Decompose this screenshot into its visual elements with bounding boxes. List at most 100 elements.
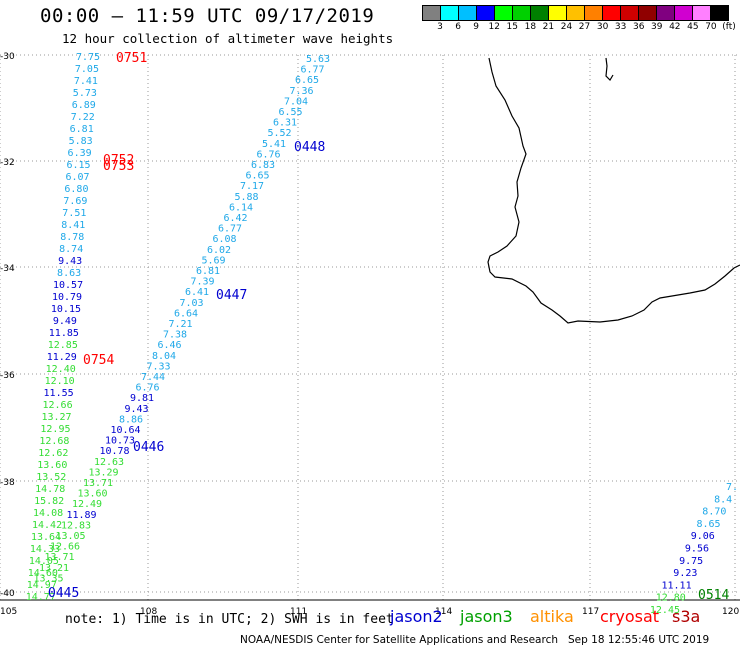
legend-swatch	[711, 6, 728, 20]
swh-reading: 6.07	[65, 172, 89, 183]
swh-reading: 12.40	[46, 364, 76, 375]
swh-reading: 5.73	[73, 88, 97, 99]
legend-label: 18	[524, 22, 537, 32]
legend-label: 39	[651, 22, 663, 32]
swh-reading: 13.35	[33, 573, 63, 584]
legend-label: 33	[614, 22, 627, 32]
lat-label: -30	[0, 52, 15, 62]
legend-swatch	[549, 6, 567, 20]
swh-reading: 9.06	[691, 531, 715, 542]
axis-labels: -30 -32 -34 -36 -38 -40 105 108 111 114 117 120	[0, 52, 739, 617]
legend-label: 24	[560, 22, 573, 32]
legend-swatch	[513, 6, 531, 20]
swh-reading: 6.76	[135, 383, 159, 394]
pass-time-label: 0447	[216, 288, 247, 303]
australia-coastline	[487, 57, 740, 324]
swh-reading: 11.55	[44, 388, 74, 399]
lon-label: 117	[582, 607, 599, 617]
swh-reading: 6.77	[300, 65, 324, 76]
swh-reading: 6.65	[295, 75, 319, 86]
swh-reading: 6.64	[174, 308, 198, 319]
legend-swatch	[603, 6, 621, 20]
pass-time-label: 0448	[294, 140, 325, 155]
swh-reading: 9.23	[673, 568, 697, 579]
swh-reading: 7.36	[289, 86, 313, 97]
swh-reading: 12.62	[38, 448, 68, 459]
legend-color-scale	[422, 5, 729, 21]
swh-reading: 7.41	[74, 76, 98, 87]
legend-label: 42	[669, 22, 681, 32]
pass-time-label: 0752	[103, 153, 134, 168]
legend-swatch	[693, 6, 711, 20]
legend-swatch	[477, 6, 495, 20]
legend-swatch	[459, 6, 477, 20]
swh-reading: 11.85	[49, 328, 79, 339]
lat-label: -40	[0, 589, 15, 599]
legend-label: 45	[687, 22, 699, 32]
map-title: 00:00 – 11:59 UTC 09/17/2019	[40, 5, 375, 27]
swh-reading: 12.95	[40, 424, 70, 435]
swh-reading: 6.81	[70, 124, 94, 135]
swh-reading: 11.29	[47, 352, 77, 363]
legend-label: 70	[705, 22, 717, 32]
swh-reading: 7.33	[146, 361, 170, 372]
swh-reading: 12.66	[42, 400, 72, 411]
swh-reading: 12.10	[45, 376, 75, 387]
pass-time-label: 0514	[698, 588, 729, 603]
footer-note: note: 1) Time is in UTC; 2) SWH is in fe…	[65, 612, 394, 627]
swh-reading: 13.21	[39, 563, 69, 574]
map-subtitle: 12 hour collection of altimeter wave hei…	[62, 31, 394, 46]
pass-time-label: 0753	[103, 159, 134, 174]
swh-reading: 12.49	[72, 499, 102, 510]
swh-reading: 9.43	[124, 404, 148, 415]
lon-label: 105	[0, 607, 17, 617]
swh-reading: 7.05	[75, 64, 99, 75]
swh-reading: 9.49	[53, 316, 77, 327]
swh-reading: 12.63	[94, 457, 124, 468]
swh-reading: 15.82	[34, 496, 64, 507]
swh-reading: 8.04	[152, 351, 176, 362]
satellite-s3a: s3a	[672, 607, 701, 626]
legend-label: 9	[473, 22, 480, 32]
swh-reading: 12.85	[48, 340, 78, 351]
swh-reading: 6.83	[251, 160, 275, 171]
swh-reading: 12.80	[656, 593, 686, 604]
legend-label: 6	[455, 22, 461, 32]
lat-label: -36	[0, 371, 15, 381]
swh-reading: 7.03	[179, 298, 203, 309]
swh-reading: 13.71	[44, 552, 74, 563]
legend-label: 36	[632, 22, 645, 32]
swh-reading: 8.41	[61, 220, 85, 231]
legend-swatch	[423, 6, 441, 20]
swh-reading: 13.64	[31, 532, 61, 543]
swh-reading: 8.70	[702, 507, 726, 518]
swh-reading: 7.17	[240, 181, 264, 192]
swh-reading: 12.66	[50, 542, 80, 553]
swh-reading: 14.33	[30, 544, 60, 555]
lon-label: 108	[140, 607, 157, 617]
swh-reading: 5.41	[262, 139, 286, 150]
legend-swatch	[585, 6, 603, 20]
swh-reading: 6.39	[68, 148, 92, 159]
legend-swatch	[495, 6, 513, 20]
legend-label: 27	[578, 22, 591, 32]
swh-reading: 13.71	[83, 478, 113, 489]
satellite-cryosat: cryosat	[600, 607, 660, 626]
legend-label: 30	[596, 22, 609, 32]
legend-swatch	[567, 6, 585, 20]
swh-reading: 7.22	[71, 112, 95, 123]
satellite-jason3: jason3	[460, 607, 513, 626]
swh-reading: 7.69	[63, 196, 87, 207]
swh-reading: 11.89	[66, 510, 96, 521]
swh-reading: 9.56	[685, 544, 709, 555]
swh-reading: 6.31	[273, 118, 297, 129]
swh-reading: 7.75	[76, 52, 100, 63]
swh-reading: 14.77	[26, 592, 56, 603]
swh-reading: 14.08	[33, 508, 63, 519]
swh-readings: 7.757.057.415.736.897.226.815.836.396.15…	[26, 52, 738, 616]
swh-reading: 10.64	[110, 425, 140, 436]
swh-reading: 10.15	[51, 304, 81, 315]
swh-reading: 6.14	[229, 202, 253, 213]
